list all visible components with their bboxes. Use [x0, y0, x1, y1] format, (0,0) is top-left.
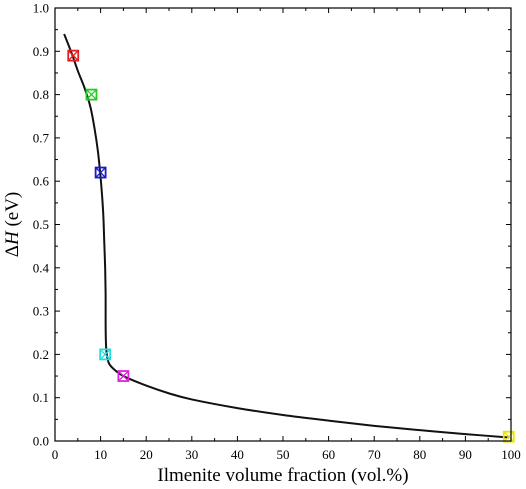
data-curve — [63, 33, 509, 439]
y-tick-label: 0.7 — [33, 130, 50, 145]
y-tick-label: 0.3 — [33, 304, 49, 319]
plot-frame — [54, 7, 512, 442]
x-tick-label: 40 — [231, 447, 244, 462]
x-tick-label: 10 — [94, 447, 107, 462]
x-tick-label: 80 — [413, 447, 426, 462]
y-tick-label: 0.4 — [33, 260, 50, 275]
y-tick-label: 0.0 — [33, 434, 49, 449]
x-tick-label: 20 — [140, 447, 153, 462]
data-point-marker — [502, 430, 515, 443]
x-tick-label: 50 — [277, 447, 290, 462]
y-tick-label: 0.6 — [33, 174, 50, 189]
y-tick-label: 0.2 — [33, 347, 49, 362]
x-tick-label: 30 — [185, 447, 198, 462]
y-tick-label: 0.5 — [33, 217, 49, 232]
x-tick-label: 100 — [501, 447, 521, 462]
x-axis-title: Ilmenite volume fraction (vol.%) — [157, 465, 408, 486]
data-point-marker — [67, 49, 80, 62]
x-tick-label: 60 — [322, 447, 335, 462]
data-point-marker — [85, 88, 98, 101]
x-tick-label: 0 — [52, 447, 59, 462]
tick-labels: 0 10 20 30 40 50 60 70 80 90 100 0.0 0.1 0.2 0.3 0.4 0.5… — [33, 1, 521, 463]
y-tick-label: 0.8 — [33, 87, 49, 102]
data-point-marker — [99, 348, 112, 361]
y-tick-label: 0.9 — [33, 44, 49, 59]
x-tick-label: 70 — [368, 447, 381, 462]
y-tick-label: 1.0 — [33, 1, 49, 16]
y-tick-label: 0.1 — [33, 390, 49, 405]
data-point-marker — [117, 370, 130, 382]
y-axis-title: ΔH (eV) — [2, 192, 23, 258]
data-markers — [67, 49, 515, 443]
data-point-marker — [94, 166, 107, 179]
x-tick-label: 90 — [459, 447, 472, 462]
